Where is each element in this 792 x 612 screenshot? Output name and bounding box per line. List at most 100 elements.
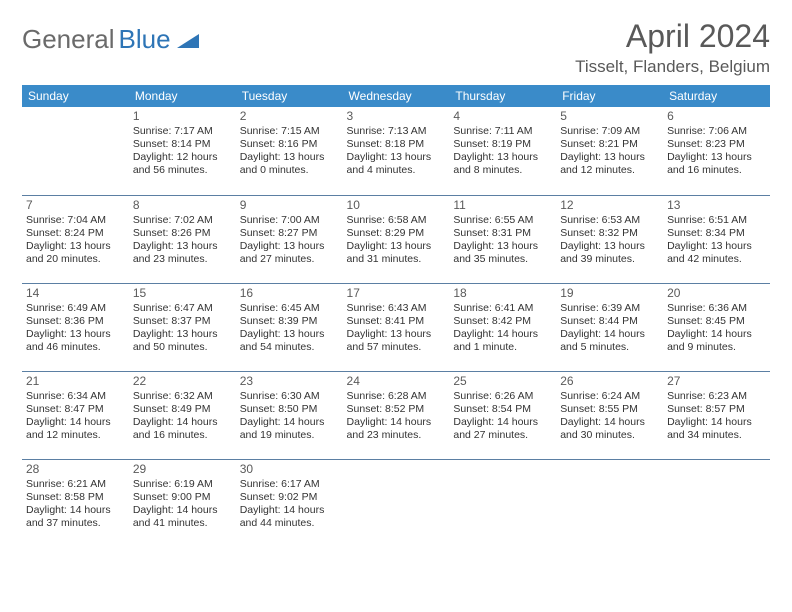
weekday-sunday: Sunday bbox=[22, 85, 129, 107]
day-cell: 3Sunrise: 7:13 AMSunset: 8:18 PMDaylight… bbox=[343, 107, 450, 195]
daylight-text: Daylight: 13 hours and 4 minutes. bbox=[347, 151, 446, 177]
sunset-text: Sunset: 8:34 PM bbox=[667, 227, 766, 240]
daylight-text: Daylight: 13 hours and 50 minutes. bbox=[133, 328, 232, 354]
sunset-text: Sunset: 8:18 PM bbox=[347, 138, 446, 151]
day-cell: 22Sunrise: 6:32 AMSunset: 8:49 PMDayligh… bbox=[129, 371, 236, 459]
day-number: 15 bbox=[133, 286, 232, 301]
day-number: 9 bbox=[240, 198, 339, 213]
sunrise-text: Sunrise: 6:49 AM bbox=[26, 302, 125, 315]
day-number: 10 bbox=[347, 198, 446, 213]
sunset-text: Sunset: 8:14 PM bbox=[133, 138, 232, 151]
daylight-text: Daylight: 14 hours and 19 minutes. bbox=[240, 416, 339, 442]
day-number: 8 bbox=[133, 198, 232, 213]
day-number: 11 bbox=[453, 198, 552, 213]
day-number: 23 bbox=[240, 374, 339, 389]
day-cell: 17Sunrise: 6:43 AMSunset: 8:41 PMDayligh… bbox=[343, 283, 450, 371]
sunset-text: Sunset: 8:23 PM bbox=[667, 138, 766, 151]
sunset-text: Sunset: 8:54 PM bbox=[453, 403, 552, 416]
logo-text-1: General bbox=[22, 24, 115, 55]
day-cell: 23Sunrise: 6:30 AMSunset: 8:50 PMDayligh… bbox=[236, 371, 343, 459]
day-number: 2 bbox=[240, 109, 339, 124]
calendar-page: GeneralBlue April 2024 Tisselt, Flanders… bbox=[0, 0, 792, 612]
day-cell: 10Sunrise: 6:58 AMSunset: 8:29 PMDayligh… bbox=[343, 195, 450, 283]
weekday-row: SundayMondayTuesdayWednesdayThursdayFrid… bbox=[22, 85, 770, 107]
daylight-text: Daylight: 13 hours and 54 minutes. bbox=[240, 328, 339, 354]
sunset-text: Sunset: 8:50 PM bbox=[240, 403, 339, 416]
sunset-text: Sunset: 8:49 PM bbox=[133, 403, 232, 416]
calendar-head: SundayMondayTuesdayWednesdayThursdayFrid… bbox=[22, 85, 770, 107]
day-cell: 1Sunrise: 7:17 AMSunset: 8:14 PMDaylight… bbox=[129, 107, 236, 195]
day-number: 13 bbox=[667, 198, 766, 213]
daylight-text: Daylight: 12 hours and 56 minutes. bbox=[133, 151, 232, 177]
sunrise-text: Sunrise: 6:47 AM bbox=[133, 302, 232, 315]
logo-triangle-icon bbox=[177, 31, 199, 49]
sunset-text: Sunset: 8:27 PM bbox=[240, 227, 339, 240]
sunset-text: Sunset: 8:57 PM bbox=[667, 403, 766, 416]
sunrise-text: Sunrise: 6:24 AM bbox=[560, 390, 659, 403]
empty-cell bbox=[22, 107, 129, 195]
day-number: 19 bbox=[560, 286, 659, 301]
week-row: 14Sunrise: 6:49 AMSunset: 8:36 PMDayligh… bbox=[22, 283, 770, 371]
sunrise-text: Sunrise: 7:11 AM bbox=[453, 125, 552, 138]
weekday-saturday: Saturday bbox=[663, 85, 770, 107]
day-cell: 25Sunrise: 6:26 AMSunset: 8:54 PMDayligh… bbox=[449, 371, 556, 459]
logo: GeneralBlue bbox=[22, 24, 199, 55]
sunset-text: Sunset: 8:19 PM bbox=[453, 138, 552, 151]
weekday-monday: Monday bbox=[129, 85, 236, 107]
daylight-text: Daylight: 14 hours and 44 minutes. bbox=[240, 504, 339, 530]
calendar-table: SundayMondayTuesdayWednesdayThursdayFrid… bbox=[22, 85, 770, 547]
sunrise-text: Sunrise: 6:45 AM bbox=[240, 302, 339, 315]
sunset-text: Sunset: 9:02 PM bbox=[240, 491, 339, 504]
sunset-text: Sunset: 8:21 PM bbox=[560, 138, 659, 151]
sunrise-text: Sunrise: 7:02 AM bbox=[133, 214, 232, 227]
day-cell: 16Sunrise: 6:45 AMSunset: 8:39 PMDayligh… bbox=[236, 283, 343, 371]
sunset-text: Sunset: 8:42 PM bbox=[453, 315, 552, 328]
sunset-text: Sunset: 8:36 PM bbox=[26, 315, 125, 328]
day-number: 14 bbox=[26, 286, 125, 301]
day-number: 7 bbox=[26, 198, 125, 213]
daylight-text: Daylight: 13 hours and 12 minutes. bbox=[560, 151, 659, 177]
sunrise-text: Sunrise: 6:58 AM bbox=[347, 214, 446, 227]
weekday-thursday: Thursday bbox=[449, 85, 556, 107]
sunrise-text: Sunrise: 6:43 AM bbox=[347, 302, 446, 315]
day-number: 3 bbox=[347, 109, 446, 124]
sunset-text: Sunset: 8:52 PM bbox=[347, 403, 446, 416]
empty-cell bbox=[449, 459, 556, 547]
day-number: 4 bbox=[453, 109, 552, 124]
week-row: 28Sunrise: 6:21 AMSunset: 8:58 PMDayligh… bbox=[22, 459, 770, 547]
daylight-text: Daylight: 13 hours and 20 minutes. bbox=[26, 240, 125, 266]
weekday-friday: Friday bbox=[556, 85, 663, 107]
day-number: 20 bbox=[667, 286, 766, 301]
sunset-text: Sunset: 8:47 PM bbox=[26, 403, 125, 416]
day-cell: 7Sunrise: 7:04 AMSunset: 8:24 PMDaylight… bbox=[22, 195, 129, 283]
sunrise-text: Sunrise: 6:17 AM bbox=[240, 478, 339, 491]
day-cell: 30Sunrise: 6:17 AMSunset: 9:02 PMDayligh… bbox=[236, 459, 343, 547]
weekday-wednesday: Wednesday bbox=[343, 85, 450, 107]
sunset-text: Sunset: 8:16 PM bbox=[240, 138, 339, 151]
location: Tisselt, Flanders, Belgium bbox=[575, 57, 770, 77]
daylight-text: Daylight: 13 hours and 57 minutes. bbox=[347, 328, 446, 354]
daylight-text: Daylight: 13 hours and 46 minutes. bbox=[26, 328, 125, 354]
day-cell: 13Sunrise: 6:51 AMSunset: 8:34 PMDayligh… bbox=[663, 195, 770, 283]
day-cell: 9Sunrise: 7:00 AMSunset: 8:27 PMDaylight… bbox=[236, 195, 343, 283]
sunset-text: Sunset: 8:39 PM bbox=[240, 315, 339, 328]
day-number: 21 bbox=[26, 374, 125, 389]
day-cell: 8Sunrise: 7:02 AMSunset: 8:26 PMDaylight… bbox=[129, 195, 236, 283]
sunrise-text: Sunrise: 7:09 AM bbox=[560, 125, 659, 138]
day-cell: 18Sunrise: 6:41 AMSunset: 8:42 PMDayligh… bbox=[449, 283, 556, 371]
week-row: 21Sunrise: 6:34 AMSunset: 8:47 PMDayligh… bbox=[22, 371, 770, 459]
sunrise-text: Sunrise: 6:53 AM bbox=[560, 214, 659, 227]
daylight-text: Daylight: 13 hours and 8 minutes. bbox=[453, 151, 552, 177]
sunset-text: Sunset: 8:44 PM bbox=[560, 315, 659, 328]
sunrise-text: Sunrise: 6:32 AM bbox=[133, 390, 232, 403]
sunrise-text: Sunrise: 7:06 AM bbox=[667, 125, 766, 138]
daylight-text: Daylight: 14 hours and 34 minutes. bbox=[667, 416, 766, 442]
daylight-text: Daylight: 13 hours and 23 minutes. bbox=[133, 240, 232, 266]
logo-text-2: Blue bbox=[119, 24, 171, 55]
daylight-text: Daylight: 14 hours and 1 minute. bbox=[453, 328, 552, 354]
day-number: 24 bbox=[347, 374, 446, 389]
daylight-text: Daylight: 14 hours and 37 minutes. bbox=[26, 504, 125, 530]
daylight-text: Daylight: 13 hours and 16 minutes. bbox=[667, 151, 766, 177]
sunrise-text: Sunrise: 7:15 AM bbox=[240, 125, 339, 138]
day-number: 17 bbox=[347, 286, 446, 301]
